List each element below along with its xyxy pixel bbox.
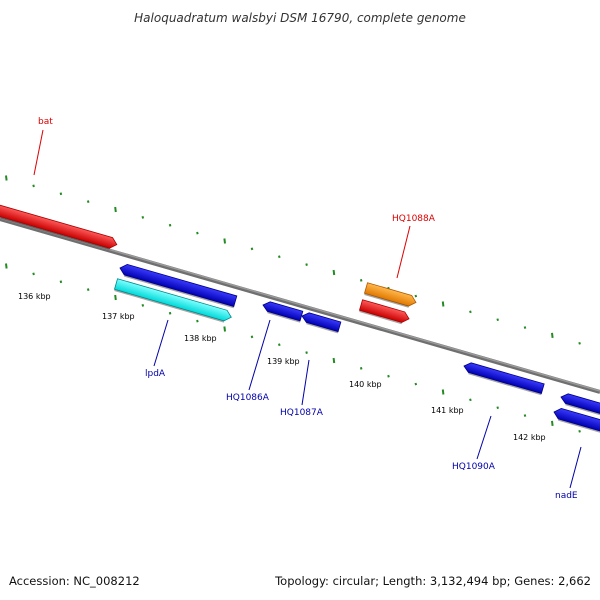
gene-arrow-nadE [553,407,600,435]
gene-label-nadE: nadE [555,491,578,501]
lower-tick-mark [32,272,35,276]
lower-tick-mark [168,311,172,315]
gene-arrow-shadow [359,310,402,325]
lower-tick-mark [387,374,390,378]
map-title: Haloquadratum walsbyi DSM 16790, complet… [134,11,466,25]
lower-tick-mark [496,406,499,410]
gene-arrow-HQ1087A [301,312,342,333]
genome-backbone [0,217,600,394]
upper-tick-mark [32,184,35,188]
gene-arrow-shadow [565,403,600,418]
lower-tick-mark [523,414,527,417]
gene-arrow-HQ1086A [262,301,304,322]
tick-labels: 136 kbp 137 kbp 138 kbp 139 kbp 140 kbp 141 k… [18,292,546,442]
lower-tick-mark [114,294,117,301]
lower-tick-mark [86,288,90,291]
gene-arrow-shadow [114,289,225,323]
gene-arrow-nadE-upper [560,393,600,417]
leader-line-HQ1086A [248,319,271,391]
lower-tick-row [5,263,581,433]
gene-label-HQ1087A: HQ1087A [280,408,324,418]
gene-arrow-shadow [558,419,600,436]
tick-label: 141 kbp [431,406,464,415]
gene-arrow-shadow [124,275,234,309]
gene-label-HQ1090A: HQ1090A [452,462,496,472]
lower-tick-mark [578,429,581,433]
upper-tick-mark [250,247,254,251]
gene-arrow-HQ1088A-red [358,299,410,323]
upper-tick-mark [414,294,418,298]
upper-tick-mark [551,332,554,339]
gene-arrow-shadow [0,213,110,250]
upper-tick-mark [305,263,308,266]
upper-tick-mark [332,269,336,276]
gene-arrow-lpdA [113,278,232,322]
leader-line-bat [33,129,44,176]
upper-tick-mark [86,200,90,203]
upper-tick-mark [359,278,363,282]
lower-tick-mark [250,335,254,339]
lower-tick-mark [141,303,145,307]
gene-arrow-shadow [364,293,409,308]
upper-tick-mark [141,215,145,219]
upper-tick-mark [59,192,63,196]
upper-tick-mark [278,255,281,259]
lower-tick-mark [469,398,472,402]
tick-label: 137 kbp [102,312,135,321]
leader-line-nadE [569,446,582,489]
upper-tick-row [5,175,581,345]
lower-tick-mark [223,326,226,332]
upper-tick-mark [469,310,472,314]
lower-tick-mark [414,382,418,386]
gene-label-bat: bat [38,117,53,127]
leader-line-HQ1087A [301,359,310,406]
upper-tick-mark [441,301,445,307]
upper-tick-mark [114,206,117,213]
upper-tick-mark [223,238,226,244]
lower-tick-mark [551,420,554,427]
gene-arrow-lpdA-blue [119,263,238,308]
leader-line-HQ1090A [476,415,492,460]
gene-arrow-shadow [468,372,542,396]
upper-tick-mark [5,175,8,181]
upper-tick-mark [496,318,499,322]
upper-tick-mark [168,223,172,227]
accession-text: Accession: NC_008212 [9,574,140,588]
gene-arrow-HQ1088A [363,282,417,307]
upper-tick-mark [578,341,581,345]
gene-label-HQ1088A: HQ1088A [392,214,436,224]
gene-arrow-HQ1090A [463,362,545,395]
gene-label-lpdA: lpdA [145,369,166,379]
lower-tick-mark [59,280,63,284]
lower-tick-mark [359,366,363,370]
tick-label: 142 kbp [513,433,546,442]
tick-label: 136 kbp [18,292,51,301]
lower-tick-mark [332,357,336,364]
tick-label: 138 kbp [184,334,217,343]
lower-tick-mark [441,389,445,395]
gene-label-HQ1086A: HQ1086A [226,393,270,403]
lower-tick-mark [5,263,8,269]
lower-tick-mark [305,351,308,354]
gene-labels: bat HQ1088A lpdA HQ1086A HQ1087A HQ1090A nadE [33,117,582,501]
upper-tick-mark [196,231,199,235]
tick-label: 140 kbp [349,380,382,389]
gene-arrow-shadow [267,311,301,323]
gene-arrow-shadow [306,322,339,334]
gene-arrows [0,202,600,436]
leader-line-lpdA [153,319,169,367]
leader-line-HQ1088A [396,225,411,279]
upper-tick-mark [523,326,527,329]
genome-summary-text: Topology: circular; Length: 3,132,494 bp… [275,574,591,588]
lower-tick-mark [278,343,281,347]
gene-arrow-bat [0,202,118,249]
lower-tick-mark [196,319,199,323]
tick-label: 139 kbp [267,357,300,366]
